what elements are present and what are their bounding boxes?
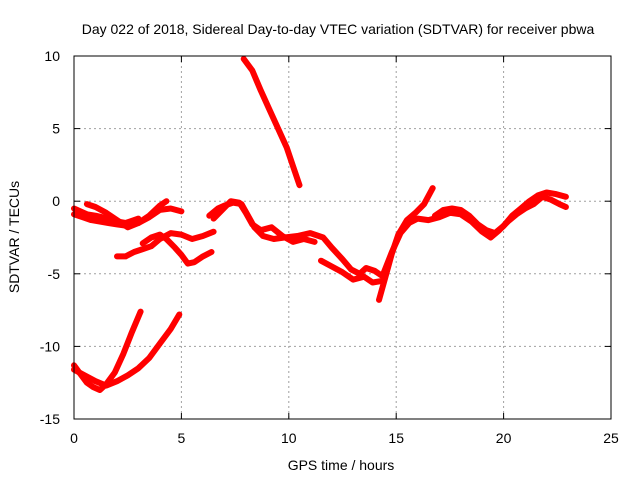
x-tick-label: 10 bbox=[281, 430, 297, 446]
x-axis-label: GPS time / hours bbox=[288, 457, 395, 473]
series-line-track-7 bbox=[71, 308, 144, 393]
series-line-track-4 bbox=[114, 228, 217, 260]
series-line-track-10 bbox=[318, 257, 385, 286]
x-tick-label: 20 bbox=[496, 430, 512, 446]
plot-frame bbox=[73, 55, 612, 420]
y-tick-label: 5 bbox=[52, 121, 60, 137]
y-tick-label: 10 bbox=[44, 48, 60, 64]
y-axis-label: SDTVAR / TECUs bbox=[6, 181, 22, 293]
series-line-track-14 bbox=[431, 189, 569, 237]
y-tick-label: -5 bbox=[48, 266, 61, 282]
series-line-track-1 bbox=[71, 205, 142, 226]
tick-labels: 0 5 10 15 20 25 -15 -10 -5 0 5 10 bbox=[40, 48, 619, 446]
x-tick-label: 5 bbox=[178, 430, 186, 446]
x-tick-label: 15 bbox=[388, 430, 404, 446]
series-line-track-11 bbox=[240, 55, 303, 189]
series-line-track-6 bbox=[71, 311, 183, 389]
x-tick-label: 25 bbox=[603, 430, 619, 446]
chart-title: Day 022 of 2018, Sidereal Day-to-day VTE… bbox=[82, 21, 595, 37]
x-tick-label: 0 bbox=[70, 430, 78, 446]
series-line-track-12 bbox=[376, 185, 436, 303]
series-line-track-9 bbox=[210, 198, 318, 245]
y-tick-label: 0 bbox=[52, 193, 60, 209]
series-group bbox=[71, 55, 569, 393]
y-tick-label: -10 bbox=[40, 338, 60, 354]
series-line-track-3 bbox=[83, 201, 185, 231]
series-line-track-5 bbox=[139, 231, 215, 267]
series-line-track-13 bbox=[380, 193, 569, 277]
y-tick-label: -15 bbox=[40, 411, 60, 427]
